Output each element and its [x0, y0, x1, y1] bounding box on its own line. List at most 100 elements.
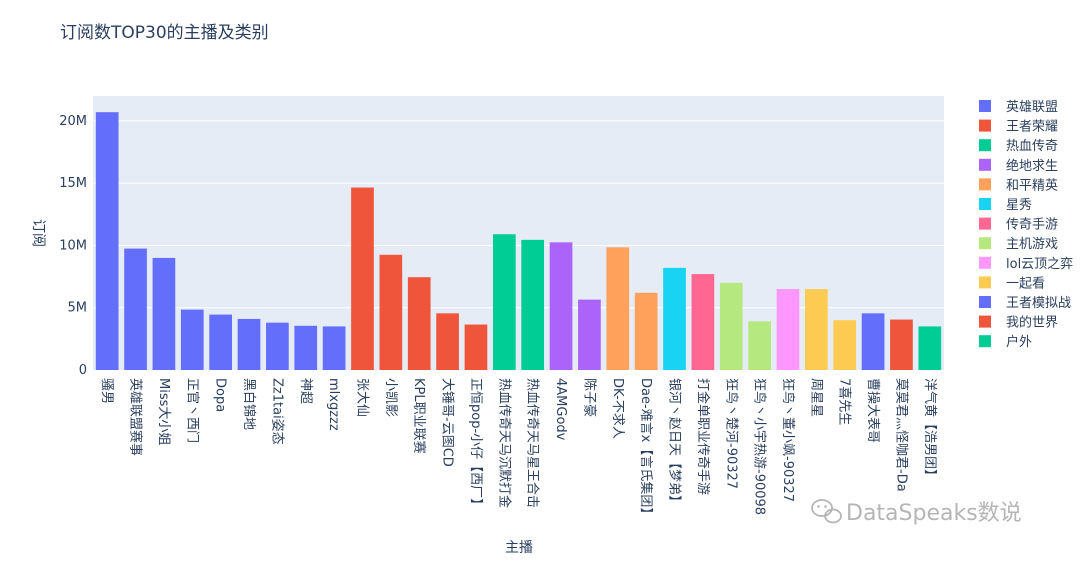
x-tick-label: 4AMGodv [553, 378, 568, 441]
bar [719, 282, 743, 370]
wechat-icon [811, 499, 842, 524]
legend-item: 星秀 [1006, 198, 1032, 213]
legend-item: 王者模拟战 [1006, 296, 1071, 311]
plot-area [93, 96, 944, 370]
x-tick-label: 热血传奇天马星王合击 [525, 378, 541, 508]
x-tick-label: 曹操大表哥 [865, 378, 881, 443]
chart-title: 订阅数TOP30的主播及类别 [60, 23, 269, 43]
x-tick-label: 英雄联盟赛事 [128, 378, 144, 456]
legend-item: 王者荣耀 [1006, 120, 1058, 135]
x-tick-label: 狂鸟丶董小飒-90327 [780, 378, 796, 502]
y-axis-title: 订阅 [30, 219, 46, 247]
bar [521, 239, 545, 370]
legend-swatch [979, 139, 991, 152]
legend-swatch [979, 256, 991, 269]
y-tick-label: 20M [59, 114, 87, 129]
bar [549, 242, 573, 370]
legend-swatch [979, 296, 991, 308]
legend-swatch [979, 178, 991, 191]
x-tick-label: 7喜先生 [837, 378, 852, 425]
legend-swatch [979, 158, 991, 171]
x-tick-label: mlxgzzz [326, 378, 341, 431]
x-tick-label: KPL职业联赛 [411, 378, 427, 454]
bar [776, 289, 800, 370]
legend-item: 和平精英 [1006, 178, 1058, 193]
x-tick-label: Miss大小姐 [156, 378, 171, 445]
x-tick-label: 大锤哥-云图CD [440, 378, 455, 467]
bar [890, 319, 913, 370]
legend-swatch [979, 315, 991, 328]
x-axis-title: 主播 [505, 540, 533, 556]
legend-item: 绝地求生 [1006, 158, 1058, 174]
x-tick-label: 银河丶赵日天【梦弟】 [667, 378, 682, 508]
bar [436, 313, 459, 370]
bar [237, 318, 261, 370]
x-tick-label: Zz1tai姿态 [269, 378, 285, 445]
bar [634, 292, 658, 370]
x-tick-label: 热血传奇天马沉默打金 [496, 378, 512, 508]
bar [294, 325, 318, 370]
x-tick-label: 周星星 [808, 378, 823, 417]
bar [492, 234, 516, 370]
bar [379, 254, 403, 370]
legend-item: 热血传奇 [1006, 138, 1058, 154]
x-tick-label: 狂鸟丶楚河-90327 [723, 378, 739, 489]
legend-item: lol云顶之弈 [1006, 256, 1073, 272]
legend-swatch [979, 100, 991, 112]
legend-swatch [979, 217, 991, 230]
legend-item: 我的世界 [1006, 315, 1058, 331]
x-axis-ticks: 骚男 英雄联盟赛事 Miss大小姐 正官丶西门 Dopa 黑白锦地 Zz1tai姿态 神超 ml… [99, 378, 938, 520]
x-tick-label: 打金单职业传奇手游 [695, 378, 711, 495]
bar [691, 274, 715, 370]
x-tick-label: 正恒pop-小仔【西厂】 [468, 378, 483, 511]
bar [95, 112, 119, 370]
legend-swatch [979, 335, 991, 348]
bar [322, 326, 346, 370]
legend-swatch [979, 276, 991, 289]
y-tick-label: 10M [59, 238, 87, 253]
watermark-text: DataSpeaks数说 [846, 501, 1022, 526]
x-tick-label: 神超 [298, 378, 313, 404]
gridlines [93, 120, 944, 309]
legend-swatch [979, 198, 991, 210]
x-tick-label: Dae-难言x【言氏集团】 [638, 378, 654, 520]
watermark: DataSpeaks数说 [811, 499, 1022, 526]
bar [861, 313, 885, 370]
legend-item: 户外 [1006, 334, 1032, 350]
bar [152, 257, 176, 370]
bar [578, 299, 601, 370]
bar [351, 187, 374, 370]
bars [95, 112, 942, 370]
bar [180, 309, 204, 370]
legend-swatch [979, 119, 991, 132]
x-tick-label: 张大仙 [354, 378, 369, 417]
legend-item: 英雄联盟 [1006, 100, 1058, 115]
bar [833, 320, 857, 370]
bar [606, 247, 630, 370]
x-tick-label: Dopa [213, 378, 228, 412]
bar [266, 322, 289, 370]
legend-item: 一起看 [1006, 275, 1045, 291]
bar [748, 321, 771, 370]
bar [407, 277, 431, 370]
y-tick-label: 0 [79, 363, 87, 378]
legend-swatch [979, 237, 991, 250]
x-tick-label: 莫莫君灬怪咖君-Da [893, 378, 908, 492]
bar [805, 289, 828, 370]
x-tick-label: 陈子豪 [581, 378, 597, 417]
x-tick-label: 骚男 [99, 378, 114, 404]
y-axis-ticks: 0 5M 10M 15M 20M [59, 114, 87, 378]
bar [663, 267, 686, 370]
x-tick-label: 小凯影 [383, 378, 398, 417]
x-tick-label: 黑白锦地 [241, 378, 257, 430]
x-tick-label: DK-不求人 [610, 378, 625, 439]
bar [209, 314, 232, 370]
bar [918, 326, 942, 370]
y-tick-label: 15M [59, 176, 87, 191]
y-tick-label: 5M [68, 301, 88, 316]
legend-item: 传奇手游 [1006, 217, 1058, 233]
bar [124, 248, 147, 370]
x-tick-label: 狂鸟丶小宇热游-90098 [752, 378, 768, 515]
